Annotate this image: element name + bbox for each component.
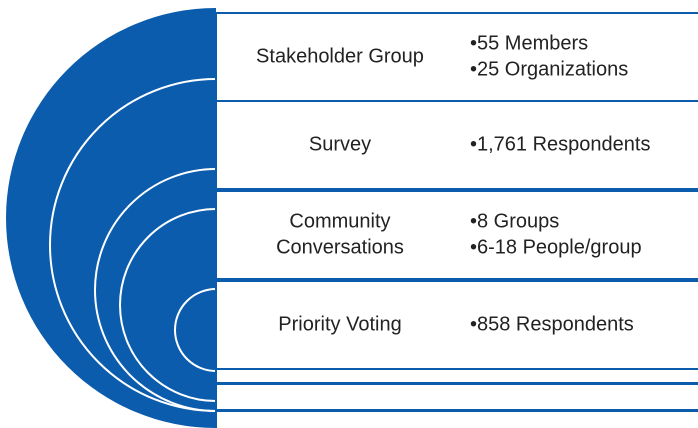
arc <box>174 288 216 372</box>
bullet: •55 Members <box>470 32 588 54</box>
arc <box>94 168 216 412</box>
row-label: Priority Voting <box>278 313 401 335</box>
row <box>217 14 698 100</box>
blank-row <box>217 385 698 409</box>
bullet: •6-18 People/group <box>470 236 642 258</box>
row <box>217 192 698 278</box>
blank-row <box>217 370 698 382</box>
row-label: Conversations <box>276 236 404 258</box>
row <box>217 282 698 368</box>
nested-arcs <box>6 8 216 428</box>
bullet: •25 Organizations <box>470 58 628 80</box>
arc <box>119 208 216 402</box>
arc <box>49 78 216 412</box>
row-label: Stakeholder Group <box>256 45 424 67</box>
bullet: •858 Respondents <box>470 313 634 335</box>
rows: Stakeholder Group •55 Members •25 Organiza… <box>217 14 698 368</box>
row-label: Community <box>289 210 390 232</box>
bullet: •1,761 Respondents <box>470 133 650 155</box>
blank-row <box>217 412 698 428</box>
row-label: Survey <box>309 133 371 155</box>
row <box>217 102 698 188</box>
bullet: •8 Groups <box>470 210 559 232</box>
outer-disc <box>6 8 216 428</box>
